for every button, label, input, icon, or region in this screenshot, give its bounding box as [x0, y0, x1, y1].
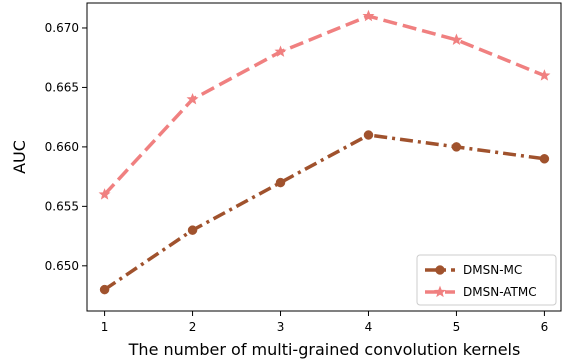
y-tick-label: 0.650	[45, 259, 79, 273]
series-line-dmsn-mc	[103, 133, 545, 292]
data-point-dmsn-atmc	[362, 9, 375, 22]
x-tick-label: 1	[101, 320, 109, 334]
data-point-dmsn-atmc	[186, 93, 199, 105]
y-axis-label: AUC	[10, 140, 29, 174]
data-point-dmsn-atmc	[98, 188, 111, 200]
y-tick-label: 0.670	[45, 21, 79, 35]
plot-area: 1 2 3 4 5 6 0.650 0.655 0.660 0.665 0.670 DMSN-MC DM…	[45, 2, 562, 334]
data-point-dmsn-atmc	[450, 33, 463, 45]
plot-frame	[86, 2, 562, 312]
y-tick-label: 0.655	[45, 199, 79, 213]
x-tick-label: 4	[365, 320, 373, 334]
y-tick-label: 0.665	[45, 80, 79, 94]
x-tick-label: 5	[453, 320, 461, 334]
x-axis-label: The number of multi-grained convolution …	[128, 340, 521, 359]
data-point-dmsn-mc	[363, 130, 374, 140]
y-tick-label: 0.660	[45, 140, 79, 154]
data-point-dmsn-mc	[539, 154, 550, 164]
data-point-dmsn-atmc	[538, 69, 551, 81]
data-point-dmsn-mc	[187, 225, 198, 235]
data-point-dmsn-atmc	[274, 45, 287, 57]
data-point-dmsn-mc	[451, 142, 462, 152]
data-point-dmsn-mc	[275, 177, 286, 188]
data-point-dmsn-mc	[99, 284, 110, 295]
x-tick-label: 6	[541, 320, 549, 334]
legend-marker-dmsn-atmc	[433, 285, 447, 298]
legend-label-dmsn-mc: DMSN-MC	[463, 263, 522, 277]
series-line-dmsn-atmc	[103, 14, 546, 196]
x-tick-label: 2	[189, 320, 197, 334]
x-tick-label: 3	[277, 320, 285, 334]
legend-marker-dmsn-mc	[435, 265, 445, 275]
legend-label-dmsn-atmc: DMSN-ATMC	[463, 285, 537, 299]
